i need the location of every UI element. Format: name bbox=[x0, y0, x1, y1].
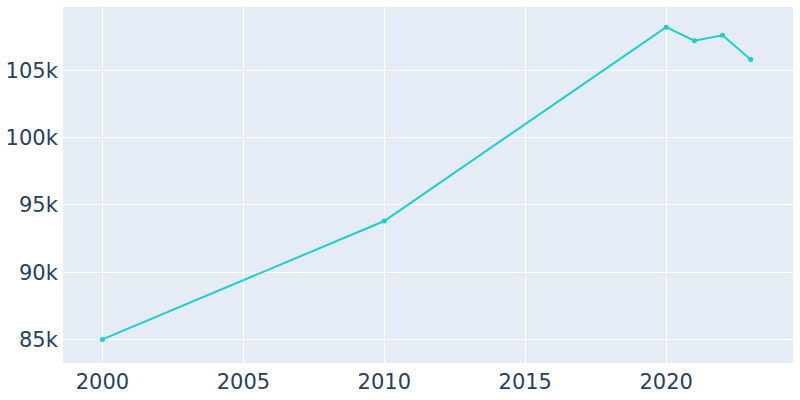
svg-text:2000: 2000 bbox=[76, 370, 129, 394]
svg-text:85k: 85k bbox=[19, 328, 59, 352]
svg-text:2015: 2015 bbox=[499, 370, 552, 394]
svg-text:90k: 90k bbox=[19, 261, 59, 285]
svg-text:100k: 100k bbox=[6, 126, 59, 150]
svg-text:2020: 2020 bbox=[639, 370, 692, 394]
svg-text:95k: 95k bbox=[19, 193, 59, 217]
svg-text:2005: 2005 bbox=[217, 370, 270, 394]
svg-text:2010: 2010 bbox=[358, 370, 411, 394]
svg-text:105k: 105k bbox=[6, 59, 59, 83]
